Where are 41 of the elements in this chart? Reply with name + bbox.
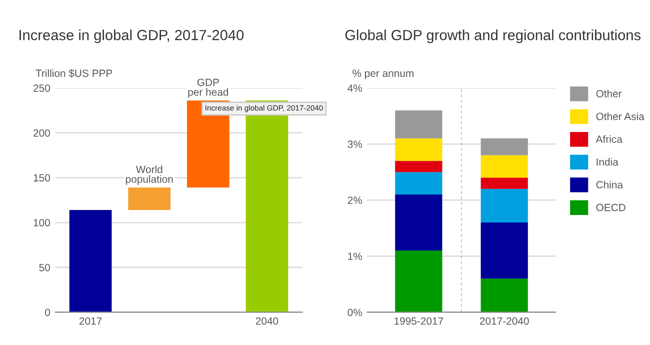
y-tick-label: 150: [34, 174, 50, 182]
x-tick-label: 1995-2017: [394, 317, 444, 325]
legend-label: India: [596, 158, 618, 166]
y-tick-label: 1%: [348, 252, 362, 260]
chart-title: Global GDP growth and regional contributions: [345, 30, 641, 44]
y-tick-label: 2%: [348, 196, 362, 204]
y-tick-label: 0: [45, 308, 50, 316]
bar: [128, 188, 171, 210]
bar: [395, 250, 442, 312]
bar: [69, 210, 112, 312]
legend-label: Other Asia: [596, 112, 644, 120]
y-axis-title: Trillion $US PPP: [36, 69, 112, 78]
legend-label: OECD: [596, 204, 626, 212]
bar: [480, 138, 528, 156]
y-tick-label: 100: [34, 219, 50, 226]
y-tick-label: 200: [34, 129, 50, 137]
annotation: GDP per head: [188, 78, 228, 98]
x-tick-label: 2017: [79, 317, 102, 325]
y-tick-label: 3%: [348, 140, 362, 148]
y-tick-label: 50: [39, 264, 50, 272]
bar: [480, 278, 528, 312]
annotation: World population: [126, 165, 173, 185]
bar: [395, 110, 442, 138]
y-axis-title: % per annum: [352, 70, 414, 80]
legend-label: China: [596, 180, 623, 188]
bar: [395, 138, 442, 161]
bar: [480, 222, 528, 279]
bar: [480, 188, 528, 223]
x-tick-label: 2017-2040: [480, 317, 529, 325]
bar: [480, 155, 528, 178]
legend-label: Africa: [596, 135, 622, 143]
y-tick-label: 4%: [348, 84, 362, 92]
x-tick-label: 2040: [256, 317, 278, 325]
legend-label: Other: [596, 90, 622, 98]
bar: [395, 172, 442, 194]
bar: [480, 178, 528, 189]
y-tick-label: 250: [34, 84, 50, 92]
bar: [395, 194, 442, 251]
y-tick-label: 0%: [348, 308, 362, 316]
bar: [395, 160, 442, 172]
chart-title: Increase in global GDP, 2017-2040: [20, 30, 244, 44]
